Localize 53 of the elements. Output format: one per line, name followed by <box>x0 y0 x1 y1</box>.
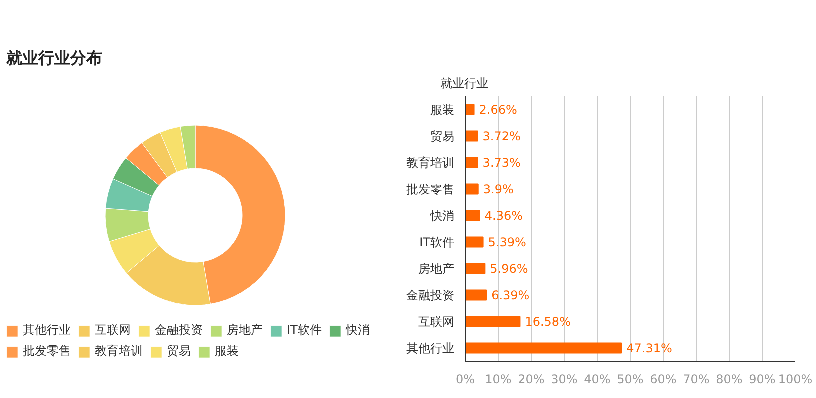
x-tick-label: 100% <box>778 372 813 386</box>
y-tick-label: 其他行业 <box>406 341 454 356</box>
bar <box>466 104 475 116</box>
legend-label: 其他行业 <box>23 322 71 339</box>
data-label: 3.9% <box>483 182 514 196</box>
legend-label: 快消 <box>346 322 370 339</box>
data-label: 6.39% <box>492 288 530 302</box>
x-tick-label: 30% <box>551 372 578 386</box>
y-tick-label: 贸易 <box>430 129 454 144</box>
legend-label: IT软件 <box>287 322 322 339</box>
x-tick-label: 0% <box>456 372 476 386</box>
data-label: 3.72% <box>482 129 521 144</box>
bar <box>466 236 484 248</box>
bar <box>466 263 486 274</box>
legend-label: 房地产 <box>227 322 263 339</box>
bar <box>466 157 478 168</box>
x-tick-label: 40% <box>584 372 611 386</box>
legend-label: 服装 <box>215 343 239 360</box>
x-tick-label: 10% <box>485 372 512 386</box>
data-label: 16.58% <box>525 314 571 329</box>
bar <box>466 210 480 222</box>
chart-title: 就业行业分布 <box>6 48 102 68</box>
legend-label: 批发零售 <box>23 343 71 360</box>
data-label: 2.66% <box>479 102 518 117</box>
bar <box>466 290 488 301</box>
data-label: 3.73% <box>482 156 521 170</box>
legend-label: 互联网 <box>95 322 131 339</box>
y-tick-label: 快消 <box>430 208 454 223</box>
y-tick-label: IT软件 <box>420 235 455 250</box>
bar <box>466 316 521 328</box>
data-label: 5.96% <box>490 262 528 276</box>
x-tick-label: 90% <box>749 372 776 386</box>
y-tick-label: 房地产 <box>418 262 454 276</box>
data-label: 47.31% <box>626 341 672 356</box>
data-label: 5.39% <box>488 235 526 250</box>
bar <box>466 342 622 354</box>
x-tick-label: 70% <box>683 372 710 386</box>
legend-label: 贸易 <box>167 343 191 360</box>
y-tick-label: 互联网 <box>418 314 454 329</box>
y-axis-title: 就业行业 <box>440 76 488 90</box>
x-tick-label: 80% <box>716 372 743 386</box>
y-tick-label: 服装 <box>430 102 454 117</box>
x-tick-label: 50% <box>617 372 644 386</box>
bar <box>466 130 478 142</box>
x-tick-label: 20% <box>518 372 545 386</box>
legend-label: 教育培训 <box>95 343 143 360</box>
y-tick-label: 批发零售 <box>406 182 454 196</box>
bar <box>466 184 479 195</box>
y-tick-label: 金融投资 <box>406 288 454 302</box>
x-tick-label: 60% <box>650 372 677 386</box>
y-tick-label: 教育培训 <box>406 156 454 170</box>
legend-label: 金融投资 <box>155 322 203 339</box>
data-label: 4.36% <box>484 208 524 223</box>
